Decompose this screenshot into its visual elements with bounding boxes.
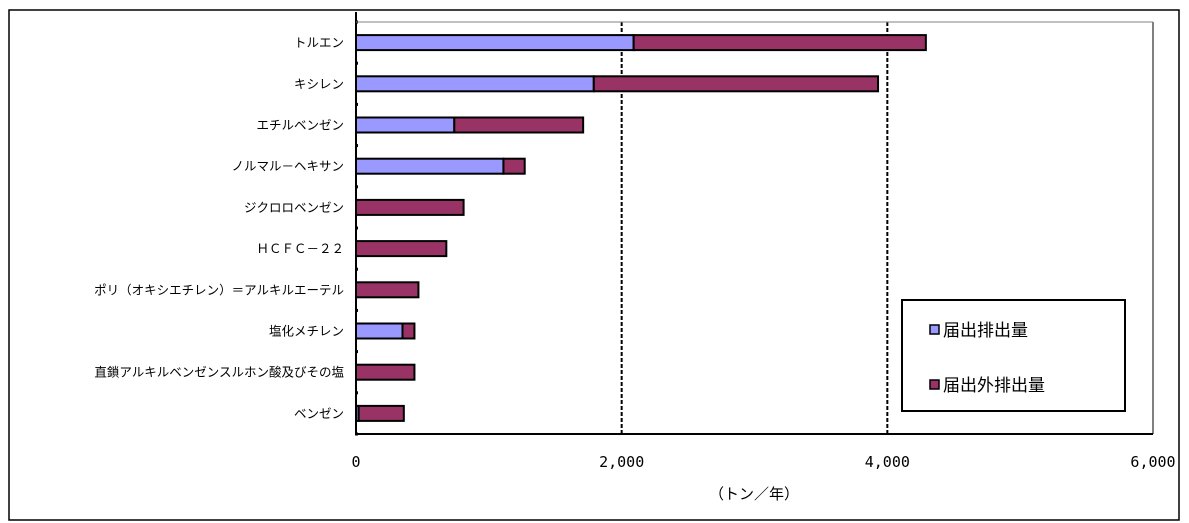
category-label-4: ジクロロベンゼン xyxy=(244,200,344,215)
legend-label-reported: 届出排出量 xyxy=(943,321,1028,341)
x-tick-label-0: 0 xyxy=(351,453,360,471)
bar-reported-0 xyxy=(355,34,635,52)
category-label-6: ポリ（オキシエチレン）＝アルキルエーテル xyxy=(94,282,344,297)
bar-unreported-9 xyxy=(357,404,405,422)
x-axis-title: （トン／年） xyxy=(709,485,799,503)
bar-unreported-7 xyxy=(401,322,416,340)
legend-box xyxy=(901,299,1126,412)
bar-unreported-0 xyxy=(632,34,927,52)
bar-reported-2 xyxy=(355,116,456,134)
bar-reported-3 xyxy=(355,157,505,175)
category-label-1: キシレン xyxy=(294,76,344,91)
bar-unreported-3 xyxy=(502,157,526,175)
category-label-5: ＨＣＦＣ－２２ xyxy=(256,241,344,256)
axis-layer xyxy=(355,12,1153,436)
category-label-3: ノルマル－ヘキサン xyxy=(231,159,344,174)
category-label-0: トルエン xyxy=(294,35,344,50)
bar-reported-7 xyxy=(355,322,404,340)
bar-reported-1 xyxy=(355,75,595,93)
bar-unreported-8 xyxy=(355,363,416,381)
bar-unreported-2 xyxy=(453,116,585,134)
bar-unreported-4 xyxy=(355,198,465,216)
x-tick-label-3: 6,000 xyxy=(1130,453,1175,471)
bars-layer xyxy=(355,34,927,422)
x-tick-label-1: 2,000 xyxy=(599,453,644,471)
category-label-8: 直鎖アルキルベンゼンスルホン酸及びその塩 xyxy=(94,365,344,380)
category-label-9: ベンゼン xyxy=(294,406,344,421)
bar-unreported-1 xyxy=(592,75,880,93)
legend-label-unreported: 届出外排出量 xyxy=(943,376,1045,396)
x-tick-label-2: 4,000 xyxy=(865,453,910,471)
category-label-2: エチルベンゼン xyxy=(256,118,344,133)
category-label-7: 塩化メチレン xyxy=(269,324,344,339)
legend: 届出排出量 届出外排出量 xyxy=(901,299,1126,412)
bar-unreported-5 xyxy=(355,240,448,258)
legend-swatch-reported xyxy=(929,324,940,335)
bar-unreported-6 xyxy=(355,281,420,299)
legend-swatch-unreported xyxy=(929,379,940,390)
